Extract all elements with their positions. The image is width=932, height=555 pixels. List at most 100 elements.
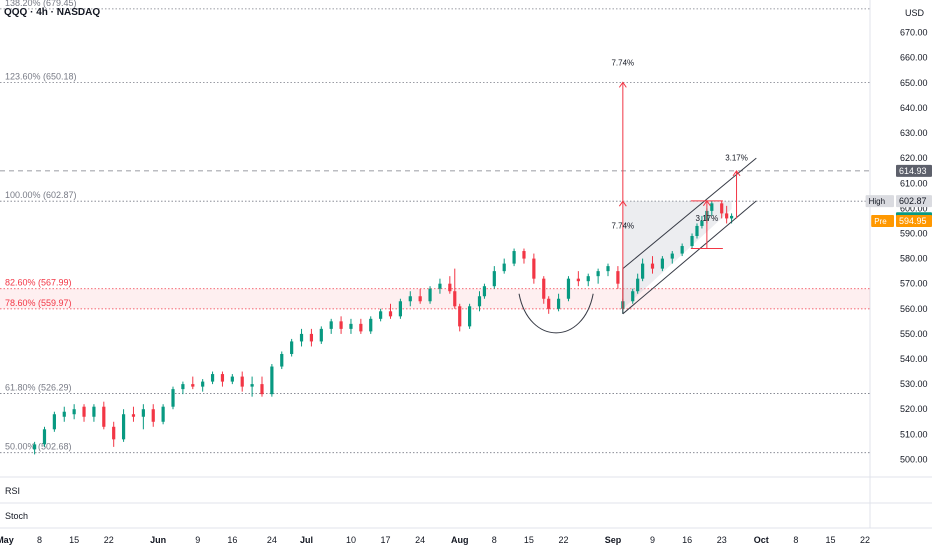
- time-tick-label: 17: [381, 535, 391, 545]
- time-tick-label: 24: [267, 535, 277, 545]
- fib-level-label: 61.80% (526.29): [5, 382, 72, 392]
- candle-body: [725, 213, 729, 219]
- candle-body: [210, 374, 215, 382]
- price-tag-name: High: [869, 197, 885, 206]
- cup-pattern-arc: [518, 293, 594, 334]
- currency-label: USD: [904, 8, 924, 18]
- price-tag-value: 602.87: [899, 196, 927, 206]
- candle-body: [532, 258, 536, 279]
- time-tick-label: 24: [415, 535, 425, 545]
- candle-body: [359, 323, 363, 332]
- candle-body: [438, 283, 442, 289]
- stoch-pane-label[interactable]: Stoch: [5, 511, 29, 521]
- candle-body: [388, 311, 393, 317]
- candle-body: [616, 271, 620, 284]
- candle-body: [131, 414, 136, 417]
- time-tick-label: 23: [717, 535, 727, 545]
- candle-body: [631, 291, 635, 302]
- price-tick-label: 520.00: [900, 404, 928, 414]
- price-tag-box: [896, 195, 932, 208]
- projection-box: [622, 201, 732, 309]
- price-tag-value: 614.93: [899, 166, 927, 176]
- candle-body: [290, 341, 294, 354]
- candle-body: [566, 278, 571, 299]
- candle-body: [448, 283, 452, 292]
- candle-body: [695, 225, 699, 236]
- rsi-pane-label[interactable]: RSI: [5, 486, 21, 496]
- candle-body: [636, 278, 640, 292]
- candle-body: [240, 376, 244, 387]
- price-tick-label: 610.00: [900, 178, 928, 188]
- candle-body: [72, 409, 76, 415]
- price-tag-box: [896, 215, 932, 228]
- candle-body: [522, 251, 526, 259]
- time-tick-label: Oct: [754, 535, 769, 545]
- candle-body: [542, 278, 546, 299]
- price-tag-value: 594.95: [899, 216, 927, 226]
- candle-body: [556, 298, 561, 309]
- candle-body: [260, 384, 264, 395]
- candle-body: [280, 353, 284, 367]
- time-tick-label: 16: [682, 535, 692, 545]
- candle-body: [576, 278, 580, 282]
- price-tick-label: 550.00: [900, 329, 928, 339]
- time-tick-label: May: [0, 535, 14, 545]
- candle-body: [453, 291, 457, 307]
- time-tick-label: 15: [69, 535, 79, 545]
- candle-body: [52, 414, 56, 430]
- candle-body: [82, 406, 86, 417]
- price-tick-label: 580.00: [900, 254, 928, 264]
- candle-body: [33, 444, 37, 450]
- price-tick-label: 670.00: [900, 28, 928, 38]
- candle-body: [151, 409, 155, 422]
- time-tick-label: 9: [195, 535, 200, 545]
- time-tick-label: 9: [650, 535, 655, 545]
- measure-label: 7.74%: [611, 221, 634, 230]
- candle-body: [230, 376, 234, 382]
- price-tick-label: 510.00: [900, 429, 928, 439]
- candle-body: [700, 220, 704, 226]
- candle-body: [171, 389, 175, 407]
- price-tick-label: 560.00: [900, 304, 928, 314]
- candle-body: [349, 323, 353, 329]
- candle-body: [141, 409, 145, 417]
- candle-body: [468, 306, 472, 327]
- candle-body: [102, 406, 106, 427]
- channel-line: [622, 157, 757, 270]
- candle-body: [161, 406, 165, 422]
- measure-label: 3.17%: [696, 214, 719, 223]
- candle-body: [398, 301, 402, 317]
- time-tick-label: 22: [860, 535, 870, 545]
- candle-body: [379, 311, 383, 319]
- candle-body: [181, 384, 185, 390]
- candle-body: [201, 381, 205, 387]
- candle-body: [680, 246, 684, 254]
- fib-level-label: 138.20% (679.45): [5, 0, 77, 8]
- candle-body: [482, 286, 487, 297]
- time-tick-label: 15: [524, 535, 534, 545]
- candle-body: [660, 258, 664, 269]
- price-tag-box: [896, 164, 932, 177]
- price-tick-label: 600.00: [900, 203, 928, 213]
- price-tick-label: 530.00: [900, 379, 928, 389]
- candle-body: [329, 321, 333, 329]
- candle-body: [710, 203, 714, 211]
- measure-arrowhead: [618, 81, 627, 88]
- candle-body: [62, 411, 66, 417]
- measure-label: 7.74%: [611, 58, 634, 67]
- candle-body: [408, 296, 412, 302]
- candle-body: [596, 271, 600, 277]
- candle-body: [729, 215, 734, 219]
- time-tick-label: 8: [492, 535, 497, 545]
- candle-body: [458, 306, 462, 327]
- time-tick-label: 8: [793, 535, 798, 545]
- fib-level-label: 78.60% (559.97): [5, 298, 72, 308]
- time-tick-label: 8: [37, 535, 42, 545]
- candle-body: [270, 366, 274, 395]
- candle-body: [191, 384, 195, 387]
- candle-body: [319, 328, 323, 342]
- price-tick-label: 500.00: [900, 454, 928, 464]
- candle-body: [220, 374, 225, 382]
